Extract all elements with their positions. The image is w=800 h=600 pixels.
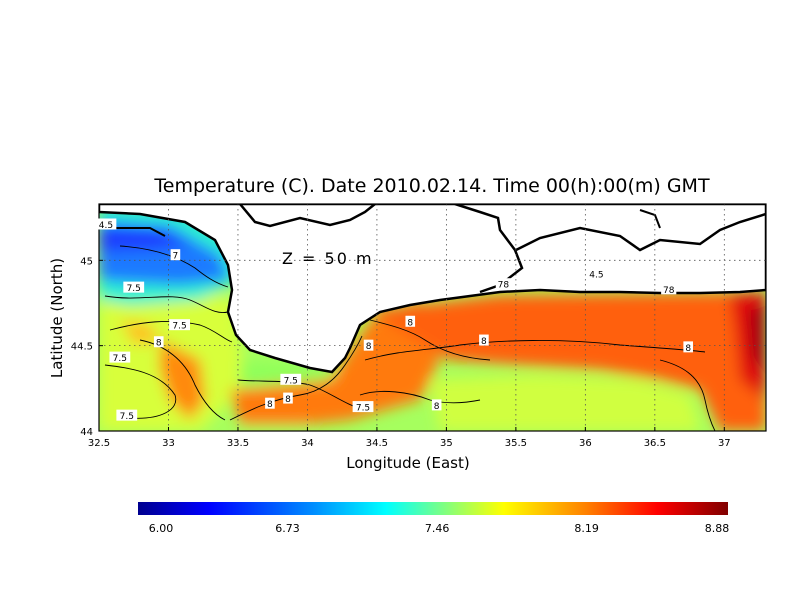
contour-label: 7.5: [356, 404, 370, 414]
field-west-orange2: [120, 320, 160, 345]
contour-label: 7.5: [113, 354, 127, 364]
y-axis-label: Latitude (North): [48, 258, 66, 378]
contour-label: 8: [434, 402, 440, 412]
depth-label: Z = 50 m: [282, 249, 374, 268]
x-tick-label: 34: [301, 438, 314, 449]
colorbar-tick-label: 8.19: [574, 522, 599, 535]
contour-label: 7.5: [172, 322, 186, 332]
x-tick-label: 33: [162, 438, 175, 449]
contour-label-bg: [363, 339, 374, 351]
contour-label-bg: [169, 319, 190, 331]
x-tick-label: 37: [718, 438, 731, 449]
field-west-orange: [160, 340, 205, 420]
grid-lines: [99, 204, 766, 431]
contour-label: 7: [173, 252, 179, 262]
y-tick-label: 45: [80, 256, 93, 267]
contour-8-east: [364, 340, 706, 361]
field-east-yellow: [430, 375, 700, 431]
contour-8-upper: [369, 319, 491, 361]
contour-label: 78: [498, 281, 510, 291]
contour-label: 8: [267, 400, 273, 410]
contour-7-5-west: [104, 295, 229, 314]
colorbar: [138, 502, 728, 515]
field-central-orange: [230, 300, 440, 425]
contour-label: 7.5: [284, 376, 298, 386]
contour-label: 8: [156, 339, 162, 349]
x-tick-label: 32.5: [88, 438, 110, 449]
contour-label-bg: [352, 401, 374, 413]
colorbar-tick-label: 6.73: [275, 522, 300, 535]
x-tick-label: 35: [440, 438, 453, 449]
contour-label-bg: [109, 351, 131, 363]
contour-label-bg: [280, 373, 302, 385]
y-tick-label: 44.5: [71, 342, 93, 353]
contour-label-bg: [116, 409, 138, 421]
colorbar-tick-label: 8.88: [705, 522, 730, 535]
contour-label-bg: [661, 283, 677, 295]
contour-label-layer: 4.5 7 7.5 7.5 8 7.5 7.5 7.5 8 8 7.5 8 8 8 8 78 4.5 78 8: [95, 218, 693, 422]
contour-label-bg: [479, 334, 489, 346]
contour-label-bg: [495, 278, 511, 290]
contour-label-bg: [265, 397, 275, 409]
contour-label: 8: [407, 318, 413, 328]
contour-label-bg: [95, 218, 117, 230]
contour-label-bg: [586, 267, 607, 279]
x-tick-label: 34.5: [366, 438, 388, 449]
x-tick-label: 36.5: [644, 438, 666, 449]
x-tick-label: 36: [579, 438, 592, 449]
plot-frame: [98, 203, 767, 432]
contour-label: 8: [285, 395, 291, 405]
x-tick-labels: 32.5 33 33.5 34 34.5 35 35.5 36 36.5 37: [88, 427, 731, 449]
x-tick-label: 35.5: [505, 438, 527, 449]
land-border-line-3: [515, 212, 766, 252]
contour-label: 7.5: [120, 412, 134, 422]
x-axis-label: Longitude (East): [346, 454, 469, 472]
contour-label-bg: [683, 341, 693, 353]
contour-8-central: [229, 335, 363, 421]
x-tick-label: 33.5: [227, 438, 249, 449]
contour-label: 8: [685, 344, 691, 354]
contour-7-5-sw: [104, 364, 177, 419]
colorbar-tick-labels: 6.00 6.73 7.46 8.19 8.88: [149, 522, 730, 535]
contour-label: 4.5: [99, 221, 113, 231]
field-east-orange: [370, 292, 766, 431]
contour-label: 7.5: [127, 284, 141, 294]
contour-label: 8: [481, 337, 487, 347]
land-border-line: [239, 204, 376, 228]
contour-7-5-mid: [109, 320, 233, 343]
contour-label-bg: [123, 281, 145, 293]
plot-area: [99, 204, 766, 431]
contour-label-bg: [283, 392, 293, 404]
contour-label-bg: [153, 336, 164, 348]
contour-label-bg: [431, 399, 442, 411]
y-tick-label: 44: [80, 427, 93, 438]
contours: [104, 245, 716, 431]
contour-label-bg: [405, 315, 416, 327]
colorbar-tick-label: 7.46: [425, 522, 450, 535]
contour-label: 4.5: [589, 270, 603, 280]
chart-title: Temperature (C). Date 2010.02.14. Time 0…: [153, 175, 710, 197]
contour-8-se: [659, 359, 716, 431]
contour-label: 8: [366, 342, 372, 352]
contour-7: [119, 245, 229, 288]
contour-label: 78: [663, 286, 675, 296]
field-east-darkred: [750, 305, 766, 375]
colorbar-tick-label: 6.00: [149, 522, 174, 535]
contour-7-5-central: [237, 379, 366, 411]
contour-label-bg: [170, 249, 181, 261]
contour-8-south: [359, 390, 481, 404]
y-tick-labels: 44 44.5 45: [71, 256, 103, 438]
